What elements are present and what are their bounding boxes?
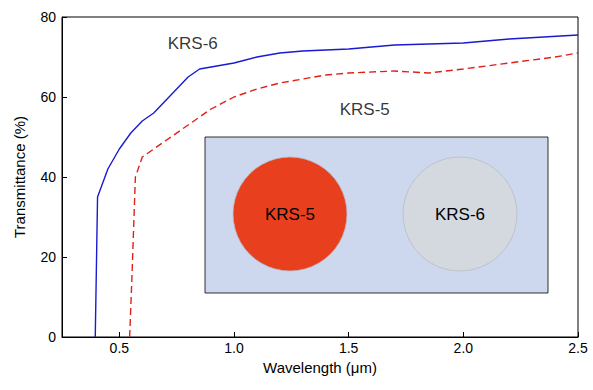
svg-text:2.5: 2.5 [568, 340, 588, 356]
svg-text:Transmittance (%): Transmittance (%) [11, 116, 28, 238]
svg-text:KRS-5: KRS-5 [340, 100, 390, 119]
svg-text:KRS-6: KRS-6 [168, 34, 218, 53]
svg-text:0: 0 [48, 329, 56, 345]
svg-text:1.5: 1.5 [339, 340, 359, 356]
svg-text:Wavelength (μm): Wavelength (μm) [263, 359, 377, 376]
svg-text:KRS-5: KRS-5 [265, 205, 315, 224]
svg-text:40: 40 [40, 169, 56, 185]
svg-text:80: 80 [40, 9, 56, 25]
svg-text:60: 60 [40, 89, 56, 105]
svg-text:2.0: 2.0 [454, 340, 474, 356]
svg-text:1.0: 1.0 [224, 340, 244, 356]
svg-text:0.5: 0.5 [110, 340, 130, 356]
svg-text:20: 20 [40, 249, 56, 265]
svg-text:KRS-6: KRS-6 [435, 205, 485, 224]
